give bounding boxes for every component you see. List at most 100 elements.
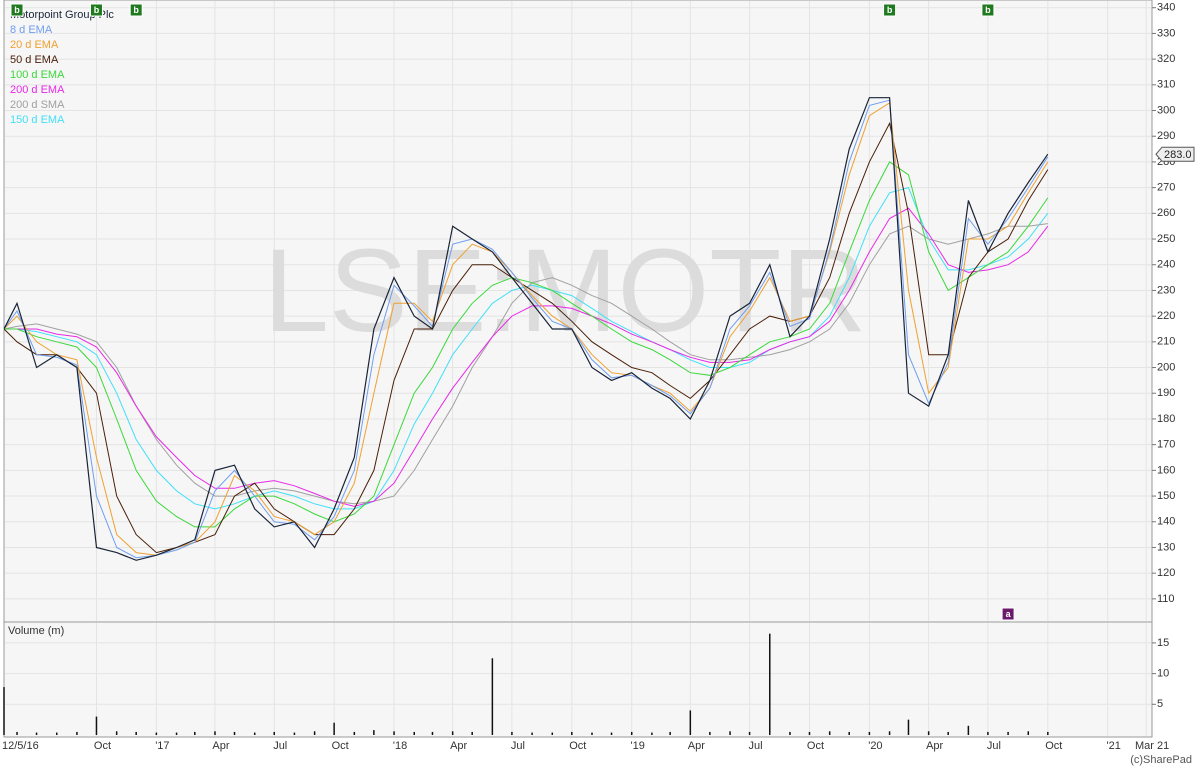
flag-label: b: [14, 5, 20, 15]
y-tick-label: 210: [1157, 336, 1175, 348]
volume-bar: [967, 725, 970, 735]
x-tick-label: '20: [868, 740, 882, 752]
x-tick-label: Oct: [569, 740, 586, 752]
volume-bar: [868, 731, 871, 735]
flag: [129, 3, 143, 17]
y-tick-label: 170: [1157, 439, 1175, 451]
flag: [10, 3, 24, 17]
volume-bar: [1047, 731, 1049, 735]
volume-title: Volume (m): [8, 625, 64, 637]
volume-bar: [194, 731, 196, 735]
volume-bar: [55, 732, 58, 735]
x-tick-label: Mar 21: [1135, 740, 1169, 752]
y-tick-label: 290: [1157, 130, 1175, 142]
volume-bar: [431, 731, 434, 735]
y-tick-label: 5: [1157, 698, 1163, 710]
volume-panel: [3, 621, 1153, 738]
x-tick-label: '21: [1107, 740, 1121, 752]
volume-bar: [651, 732, 653, 735]
volume-bar: [491, 658, 494, 735]
y-tick-label: 15: [1157, 637, 1169, 649]
volume-bar: [808, 731, 811, 735]
volume-bar: [115, 731, 118, 735]
flag-label: b: [133, 5, 139, 15]
series-line: [4, 186, 1049, 510]
volume-bar: [947, 731, 949, 735]
y-tick-label: 110: [1157, 593, 1175, 605]
legend-entry: 200 d SMA: [10, 99, 65, 111]
volume-bar: [689, 710, 692, 735]
volume-bar: [35, 732, 38, 735]
y-tick-label: 180: [1157, 413, 1175, 425]
y-tick-label: 140: [1157, 516, 1175, 528]
series-line: [4, 161, 1049, 528]
x-tick-label: 12/5/16: [2, 740, 39, 752]
volume-bar: [511, 731, 513, 735]
volume-bar: [669, 731, 671, 735]
x-tick-label: Jul: [273, 740, 287, 752]
y-tick-label: 130: [1157, 541, 1175, 553]
volume-bar: [293, 732, 296, 735]
watermark: LSE:MOTR: [263, 225, 866, 357]
y-tick-label: 330: [1157, 27, 1175, 39]
volume-bar: [848, 731, 850, 735]
legend-entry: 150 d EMA: [10, 114, 65, 126]
flag-label: a: [1006, 609, 1012, 619]
x-tick-label: Oct: [332, 740, 349, 752]
lines: [4, 97, 1049, 561]
credit: (c)SharePad: [1130, 754, 1192, 766]
x-tick-label: Apr: [212, 740, 229, 752]
x-tick-label: Jul: [511, 740, 525, 752]
y-tick-label: 250: [1157, 233, 1175, 245]
y-tick-label: 160: [1157, 464, 1175, 476]
volume-bar: [373, 730, 375, 735]
y-tick-label: 270: [1157, 182, 1175, 194]
volume-bar: [828, 731, 831, 735]
series-line: [4, 97, 1049, 561]
volume-bar: [95, 716, 98, 735]
y-tick-label: 200: [1157, 361, 1175, 373]
volume-bar: [413, 731, 415, 735]
series-line: [4, 99, 1049, 559]
volume-bar: [135, 731, 137, 735]
flag-label: b: [94, 5, 100, 15]
volume-bar: [253, 732, 256, 735]
volume-bar: [471, 731, 473, 735]
volume-bar: [76, 731, 78, 735]
volume-bar: [313, 731, 316, 735]
legend-entry: 8 d EMA: [10, 24, 53, 36]
y-tick-label: 120: [1157, 567, 1175, 579]
price-tag: [1155, 146, 1195, 162]
y-tick-label: 150: [1157, 490, 1175, 502]
price-tag-label: 283.0: [1164, 149, 1192, 161]
series-line: [4, 207, 1049, 507]
flag: [89, 3, 103, 17]
x-tick-label: Jul: [749, 740, 763, 752]
x-tick-label: Oct: [807, 740, 824, 752]
legend-entry: 20 d EMA: [10, 39, 59, 51]
volume-bar: [1027, 731, 1030, 735]
volume-bar: [3, 687, 5, 735]
volume-bar: [748, 731, 751, 735]
volume-bar: [353, 731, 356, 735]
y-tick-label: 340: [1157, 2, 1175, 14]
volume-bar: [1007, 731, 1009, 735]
volume-bar: [155, 732, 158, 735]
y-tick-label: 10: [1157, 667, 1169, 679]
volume-bar: [927, 731, 930, 735]
x-tick-label: '19: [631, 740, 645, 752]
volume-bar: [451, 731, 454, 735]
y-tick-label: 260: [1157, 207, 1175, 219]
legend-entry: 200 d EMA: [10, 84, 65, 96]
volume-bar: [175, 732, 178, 735]
x-tick-label: Apr: [688, 740, 705, 752]
y-tick-label: 240: [1157, 259, 1175, 271]
flag-label: b: [887, 5, 893, 15]
flag-label: b: [985, 5, 991, 15]
y-tick-label: 320: [1157, 53, 1175, 65]
volume-bar: [551, 732, 554, 735]
y-tick-label: 220: [1157, 310, 1175, 322]
legend-entry: Motorpoint Group Plc: [10, 9, 114, 21]
volume-bar: [233, 731, 236, 735]
volume-bar: [888, 731, 891, 735]
